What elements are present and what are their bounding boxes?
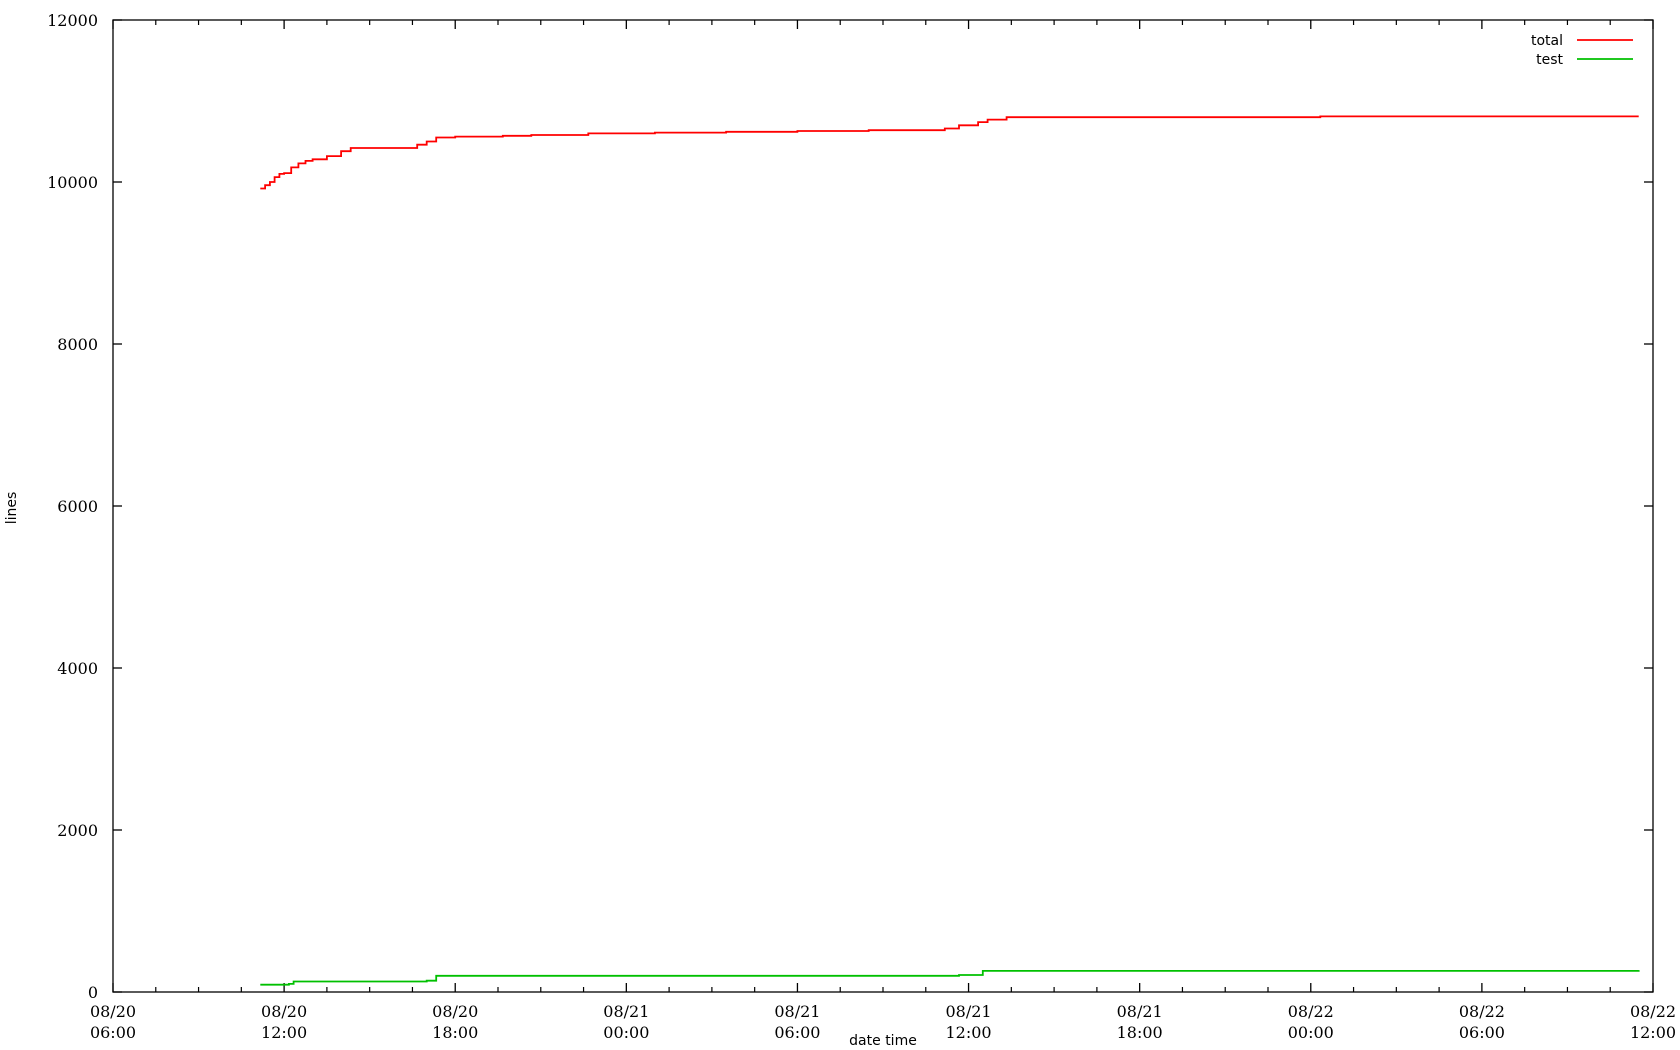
x-tick-label-date: 08/20: [432, 1002, 478, 1021]
x-tick-label-date: 08/21: [774, 1002, 820, 1021]
x-tick-label-date: 08/20: [261, 1002, 307, 1021]
x-tick-label-date: 08/21: [946, 1002, 992, 1021]
x-tick-label-date: 08/22: [1630, 1002, 1676, 1021]
x-tick-label-date: 08/22: [1459, 1002, 1505, 1021]
legend: total test: [1531, 33, 1633, 68]
y-axis-title: lines: [4, 492, 20, 525]
y-tick-label: 12000: [47, 11, 98, 30]
x-tick-label-time: 18:00: [1117, 1023, 1163, 1042]
x-tick-label-time: 12:00: [1630, 1023, 1676, 1042]
x-axis: 08/20 06:00 08/20 12:00 08/20 18:00 08/21 00:00…: [90, 20, 1676, 1042]
x-tick-label-date: 08/21: [1117, 1002, 1163, 1021]
series-line-total: [260, 115, 1639, 190]
x-tick-label-time: 12:00: [946, 1023, 992, 1042]
y-axis: 0 2000 4000 6000 8000 10000 12000: [47, 11, 1653, 1002]
legend-label-total: total: [1531, 33, 1563, 49]
x-tick-label-date: 08/21: [603, 1002, 649, 1021]
y-tick-label: 4000: [57, 659, 98, 678]
x-tick-label-time: 00:00: [603, 1023, 649, 1042]
y-tick-label: 0: [88, 983, 98, 1002]
x-tick-label-time: 06:00: [774, 1023, 820, 1042]
y-tick-label: 6000: [57, 497, 98, 516]
y-tick-label: 8000: [57, 335, 98, 354]
y-tick-label: 10000: [47, 173, 98, 192]
x-tick-label-time: 12:00: [261, 1023, 307, 1042]
y-tick-label: 2000: [57, 821, 98, 840]
series-line-test: [260, 970, 1640, 986]
x-tick-label-date: 08/22: [1288, 1002, 1334, 1021]
legend-label-test: test: [1536, 52, 1563, 68]
x-tick-label-date: 08/20: [90, 1002, 136, 1021]
x-tick-label-time: 06:00: [1459, 1023, 1505, 1042]
x-tick-label-time: 00:00: [1288, 1023, 1334, 1042]
x-tick-label-time: 18:00: [432, 1023, 478, 1042]
series-layer: [260, 115, 1640, 986]
x-tick-label-time: 06:00: [90, 1023, 136, 1042]
x-axis-title: date time: [849, 1033, 917, 1049]
plot-frame: [112, 19, 1654, 993]
